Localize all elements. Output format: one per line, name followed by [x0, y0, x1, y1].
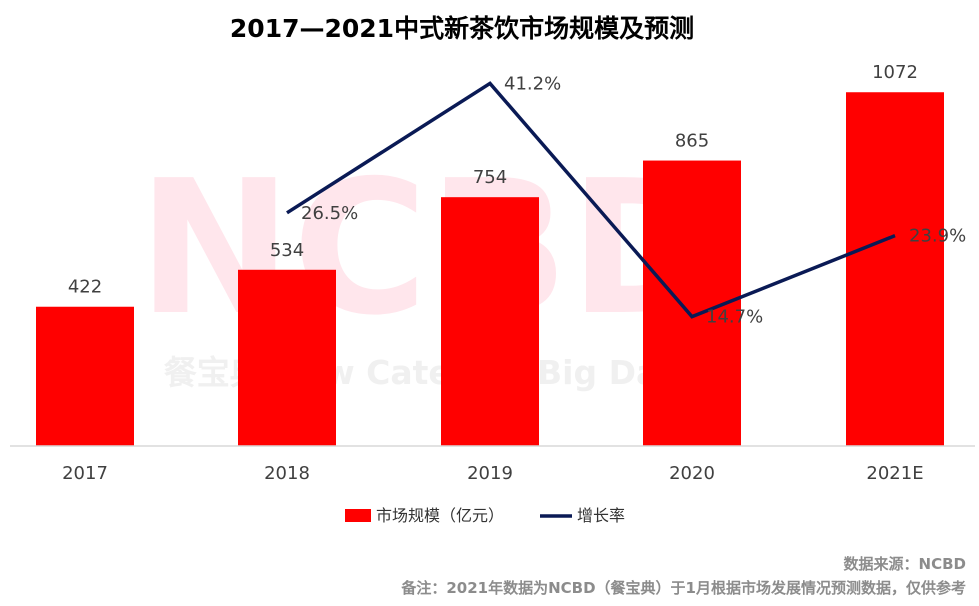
growth-label-2019: 41.2%: [504, 73, 561, 94]
bar-label-2017: 422: [68, 277, 102, 298]
x-tick-2020: 2020: [669, 463, 715, 484]
bar-2021E: [846, 92, 944, 446]
source-note: 数据来源：NCBD: [844, 555, 966, 573]
growth-label-2020: 14.7%: [706, 307, 763, 328]
bar-2019: [441, 197, 539, 446]
x-tick-2018: 2018: [264, 463, 310, 484]
x-tick-2019: 2019: [467, 463, 513, 484]
legend-label-market-size: 市场规模（亿元）: [376, 506, 504, 525]
bar-label-2021E: 1072: [872, 62, 918, 83]
watermark: NCBD 餐宝典 New Catering Big Data: [137, 140, 722, 392]
x-tick-2017: 2017: [62, 463, 108, 484]
footnote: 备注：2021年数据为NCBD（餐宝典）于1月根据市场发展情况预测数据，仅供参考: [400, 579, 966, 597]
growth-label-2018: 26.5%: [301, 203, 358, 224]
bar-2017: [36, 307, 134, 446]
x-tick-2021E: 2021E: [866, 463, 923, 484]
bar-2018: [238, 270, 336, 446]
legend: 市场规模（亿元） 增长率: [345, 506, 625, 525]
growth-label-2021E: 23.9%: [909, 226, 966, 247]
legend-swatch-market-size: [345, 509, 371, 522]
legend-label-growth-rate: 增长率: [577, 506, 625, 525]
bar-label-2020: 865: [675, 131, 709, 152]
bar-label-2018: 534: [270, 240, 304, 261]
x-tick-labels: 2017 2018 2019 2020 2021E: [62, 463, 924, 484]
chart-title: 2017—2021中式新茶饮市场规模及预测: [230, 14, 694, 43]
bar-label-2019: 754: [473, 167, 507, 188]
